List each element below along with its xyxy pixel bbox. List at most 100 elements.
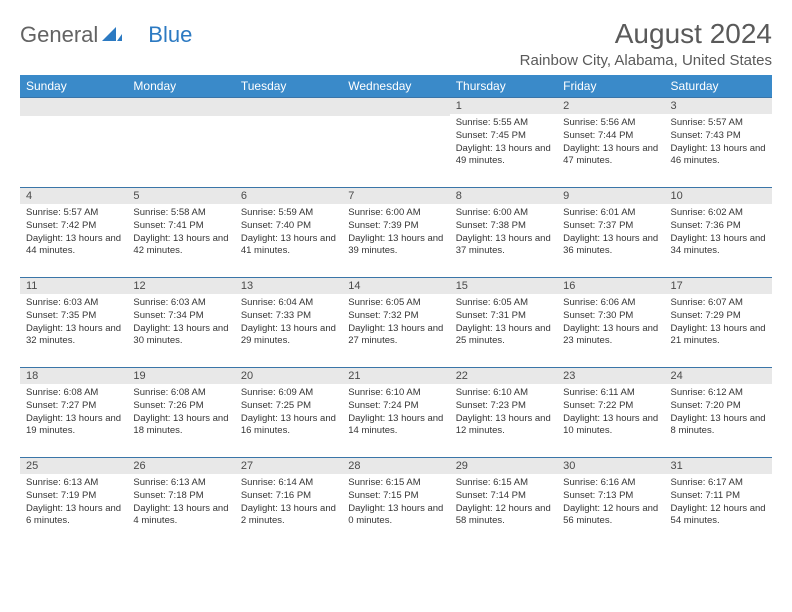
day-number: 9 xyxy=(557,188,664,204)
day-number: 1 xyxy=(450,98,557,114)
day-details: Sunrise: 5:59 AMSunset: 7:40 PMDaylight:… xyxy=(235,204,342,262)
day-details: Sunrise: 6:03 AMSunset: 7:35 PMDaylight:… xyxy=(20,294,127,352)
day-number: 31 xyxy=(665,458,772,474)
sunset-line: Sunset: 7:13 PM xyxy=(563,490,658,503)
day-cell: 15 Sunrise: 6:05 AMSunset: 7:31 PMDayligh… xyxy=(450,278,557,368)
daylight-line: Daylight: 13 hours and 16 minutes. xyxy=(241,413,336,439)
sunset-line: Sunset: 7:38 PM xyxy=(456,220,551,233)
day-number: 22 xyxy=(450,368,557,384)
day-of-week-row: Sunday Monday Tuesday Wednesday Thursday… xyxy=(20,75,772,98)
sunrise-line: Sunrise: 6:04 AM xyxy=(241,297,336,310)
daylight-line: Daylight: 13 hours and 8 minutes. xyxy=(671,413,766,439)
sunrise-line: Sunrise: 6:16 AM xyxy=(563,477,658,490)
sunset-line: Sunset: 7:40 PM xyxy=(241,220,336,233)
day-details: Sunrise: 6:13 AMSunset: 7:19 PMDaylight:… xyxy=(20,474,127,532)
day-cell: 4Sunrise: 5:57 AMSunset: 7:42 PMDaylight… xyxy=(20,188,127,278)
daylight-line: Daylight: 13 hours and 34 minutes. xyxy=(671,233,766,259)
sunset-line: Sunset: 7:11 PM xyxy=(671,490,766,503)
day-details: Sunrise: 6:06 AMSunset: 7:30 PMDaylight:… xyxy=(557,294,664,352)
location-subtitle: Rainbow City, Alabama, United States xyxy=(520,52,772,69)
day-details: Sunrise: 6:15 AMSunset: 7:14 PMDaylight:… xyxy=(450,474,557,532)
daylight-line: Daylight: 13 hours and 36 minutes. xyxy=(563,233,658,259)
sunrise-line: Sunrise: 6:15 AM xyxy=(348,477,443,490)
day-details: Sunrise: 6:01 AMSunset: 7:37 PMDaylight:… xyxy=(557,204,664,262)
day-details: Sunrise: 6:04 AMSunset: 7:33 PMDaylight:… xyxy=(235,294,342,352)
sunrise-line: Sunrise: 6:00 AM xyxy=(456,207,551,220)
sunset-line: Sunset: 7:36 PM xyxy=(671,220,766,233)
day-number: 18 xyxy=(20,368,127,384)
brand-text-2: Blue xyxy=(148,24,192,46)
sunset-line: Sunset: 7:18 PM xyxy=(133,490,228,503)
day-cell: 25Sunrise: 6:13 AMSunset: 7:19 PMDayligh… xyxy=(20,458,127,548)
day-cell: 26Sunrise: 6:13 AMSunset: 7:18 PMDayligh… xyxy=(127,458,234,548)
day-number: 15 xyxy=(450,278,557,294)
sunrise-line: Sunrise: 6:05 AM xyxy=(456,297,551,310)
day-cell: 7Sunrise: 6:00 AMSunset: 7:39 PMDaylight… xyxy=(342,188,449,278)
day-number: 12 xyxy=(127,278,234,294)
week-row: 4Sunrise: 5:57 AMSunset: 7:42 PMDaylight… xyxy=(20,188,772,278)
sunrise-line: Sunrise: 5:57 AM xyxy=(671,117,766,130)
daylight-line: Daylight: 13 hours and 12 minutes. xyxy=(456,413,551,439)
sunrise-line: Sunrise: 5:58 AM xyxy=(133,207,228,220)
day-cell: 18Sunrise: 6:08 AMSunset: 7:27 PMDayligh… xyxy=(20,368,127,458)
sunrise-line: Sunrise: 6:12 AM xyxy=(671,387,766,400)
day-cell: 29Sunrise: 6:15 AMSunset: 7:14 PMDayligh… xyxy=(450,458,557,548)
header: General Blue August 2024 Rainbow City, A… xyxy=(20,18,772,69)
daylight-line: Daylight: 13 hours and 44 minutes. xyxy=(26,233,121,259)
sunrise-line: Sunrise: 6:11 AM xyxy=(563,387,658,400)
dow-header: Tuesday xyxy=(235,75,342,98)
day-details: Sunrise: 6:17 AMSunset: 7:11 PMDaylight:… xyxy=(665,474,772,532)
sunset-line: Sunset: 7:31 PM xyxy=(456,310,551,323)
brand-logo: General Blue xyxy=(20,24,192,46)
day-number: 16 xyxy=(557,278,664,294)
day-cell: 3Sunrise: 5:57 AMSunset: 7:43 PMDaylight… xyxy=(665,98,772,188)
daylight-line: Daylight: 13 hours and 39 minutes. xyxy=(348,233,443,259)
day-details: Sunrise: 6:12 AMSunset: 7:20 PMDaylight:… xyxy=(665,384,772,442)
sunrise-line: Sunrise: 5:57 AM xyxy=(26,207,121,220)
sunset-line: Sunset: 7:25 PM xyxy=(241,400,336,413)
sunset-line: Sunset: 7:22 PM xyxy=(563,400,658,413)
daylight-line: Daylight: 13 hours and 6 minutes. xyxy=(26,503,121,529)
day-details: Sunrise: 6:09 AMSunset: 7:25 PMDaylight:… xyxy=(235,384,342,442)
month-title: August 2024 xyxy=(520,18,772,50)
day-number: 7 xyxy=(342,188,449,204)
sunset-line: Sunset: 7:23 PM xyxy=(456,400,551,413)
day-details: Sunrise: 5:57 AMSunset: 7:42 PMDaylight:… xyxy=(20,204,127,262)
daylight-line: Daylight: 13 hours and 21 minutes. xyxy=(671,323,766,349)
day-details: Sunrise: 6:11 AMSunset: 7:22 PMDaylight:… xyxy=(557,384,664,442)
day-cell: 19Sunrise: 6:08 AMSunset: 7:26 PMDayligh… xyxy=(127,368,234,458)
day-number: 26 xyxy=(127,458,234,474)
dow-header: Saturday xyxy=(665,75,772,98)
dow-header: Thursday xyxy=(450,75,557,98)
week-row: 1Sunrise: 5:55 AMSunset: 7:45 PMDaylight… xyxy=(20,98,772,188)
daylight-line: Daylight: 13 hours and 23 minutes. xyxy=(563,323,658,349)
day-cell: 13Sunrise: 6:04 AMSunset: 7:33 PMDayligh… xyxy=(235,278,342,368)
sunrise-line: Sunrise: 6:08 AM xyxy=(133,387,228,400)
daylight-line: Daylight: 13 hours and 0 minutes. xyxy=(348,503,443,529)
day-cell: 8Sunrise: 6:00 AMSunset: 7:38 PMDaylight… xyxy=(450,188,557,278)
sunrise-line: Sunrise: 6:10 AM xyxy=(348,387,443,400)
sunset-line: Sunset: 7:15 PM xyxy=(348,490,443,503)
sunset-line: Sunset: 7:41 PM xyxy=(133,220,228,233)
sunset-line: Sunset: 7:24 PM xyxy=(348,400,443,413)
brand-text-1: General xyxy=(20,24,98,46)
empty-day-number xyxy=(342,98,449,116)
sunrise-line: Sunrise: 6:15 AM xyxy=(456,477,551,490)
calendar-page: General Blue August 2024 Rainbow City, A… xyxy=(0,0,792,548)
daylight-line: Daylight: 13 hours and 25 minutes. xyxy=(456,323,551,349)
sunset-line: Sunset: 7:39 PM xyxy=(348,220,443,233)
day-number: 11 xyxy=(20,278,127,294)
day-details: Sunrise: 6:05 AMSunset: 7:32 PMDaylight:… xyxy=(342,294,449,352)
day-number: 6 xyxy=(235,188,342,204)
dow-header: Monday xyxy=(127,75,234,98)
sunrise-line: Sunrise: 6:09 AM xyxy=(241,387,336,400)
day-number: 28 xyxy=(342,458,449,474)
day-number: 24 xyxy=(665,368,772,384)
day-cell: 5Sunrise: 5:58 AMSunset: 7:41 PMDaylight… xyxy=(127,188,234,278)
daylight-line: Daylight: 13 hours and 32 minutes. xyxy=(26,323,121,349)
day-details: Sunrise: 5:56 AMSunset: 7:44 PMDaylight:… xyxy=(557,114,664,172)
sunset-line: Sunset: 7:19 PM xyxy=(26,490,121,503)
sunset-line: Sunset: 7:30 PM xyxy=(563,310,658,323)
day-cell: 14Sunrise: 6:05 AMSunset: 7:32 PMDayligh… xyxy=(342,278,449,368)
day-cell: 9Sunrise: 6:01 AMSunset: 7:37 PMDaylight… xyxy=(557,188,664,278)
